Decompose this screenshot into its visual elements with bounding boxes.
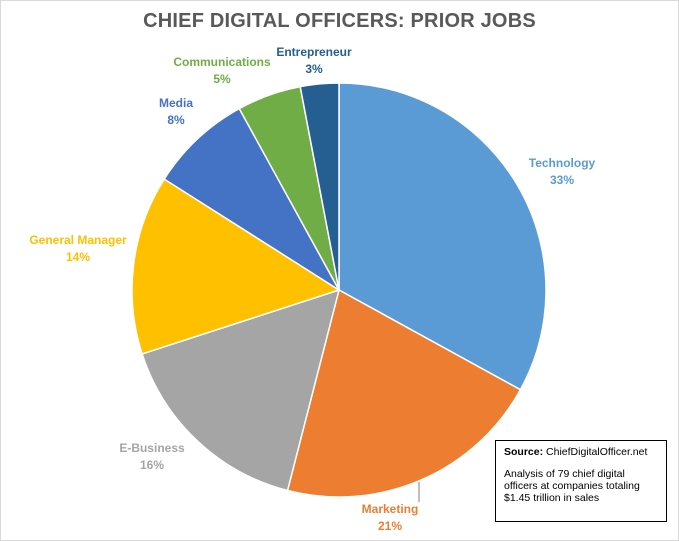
slice-label-communications: Communications 5% — [168, 54, 276, 88]
slice-category-entrepreneur: Entrepreneur — [276, 45, 352, 59]
slice-value-communications: 5% — [213, 72, 231, 86]
source-note-box: Source: ChiefDigitalOfficer.net Analysis… — [495, 440, 667, 522]
slice-value-technology: 33% — [549, 173, 575, 187]
pie-slice-general-manager — [131, 178, 341, 355]
slice-category-communications: Communications — [173, 55, 271, 69]
slice-value-entrepreneur: 3% — [305, 62, 323, 76]
slice-label-general-manager: General Manager 14% — [18, 232, 138, 266]
pie-slice-technology — [338, 82, 547, 391]
source-line: Source: ChiefDigitalOfficer.net — [504, 446, 658, 458]
pie-slice-entrepreneur — [299, 82, 340, 291]
chart-title: CHIEF DIGITAL OFFICERS: PRIOR JOBS — [143, 10, 536, 32]
source-name: ChiefDigitalOfficer.net — [546, 446, 648, 458]
slice-label-media: Media 8% — [146, 95, 206, 129]
slice-label-marketing: Marketing 21% — [338, 501, 442, 535]
pie-slice-media — [163, 107, 340, 291]
pie-slice-e-business — [141, 288, 341, 492]
slice-label-e-business: E-Business 16% — [100, 440, 204, 474]
source-label: Source: — [504, 446, 544, 458]
slice-value-media: 8% — [167, 113, 185, 127]
slice-category-marketing: Marketing — [361, 502, 419, 516]
slice-label-technology: Technology 33% — [510, 155, 614, 189]
slice-category-general-manager: General Manager — [29, 233, 127, 247]
slice-value-e-business: 16% — [139, 458, 165, 472]
slice-label-entrepreneur: Entrepreneur 3% — [266, 44, 362, 78]
source-note: Analysis of 79 chief digital officers at… — [504, 468, 640, 504]
slice-category-technology: Technology — [528, 156, 596, 170]
slice-value-marketing: 21% — [377, 519, 403, 533]
pie-slice-marketing — [286, 288, 522, 498]
slice-value-general-manager: 14% — [65, 250, 91, 264]
slice-category-e-business: E-Business — [119, 441, 185, 455]
slice-category-media: Media — [158, 96, 193, 110]
